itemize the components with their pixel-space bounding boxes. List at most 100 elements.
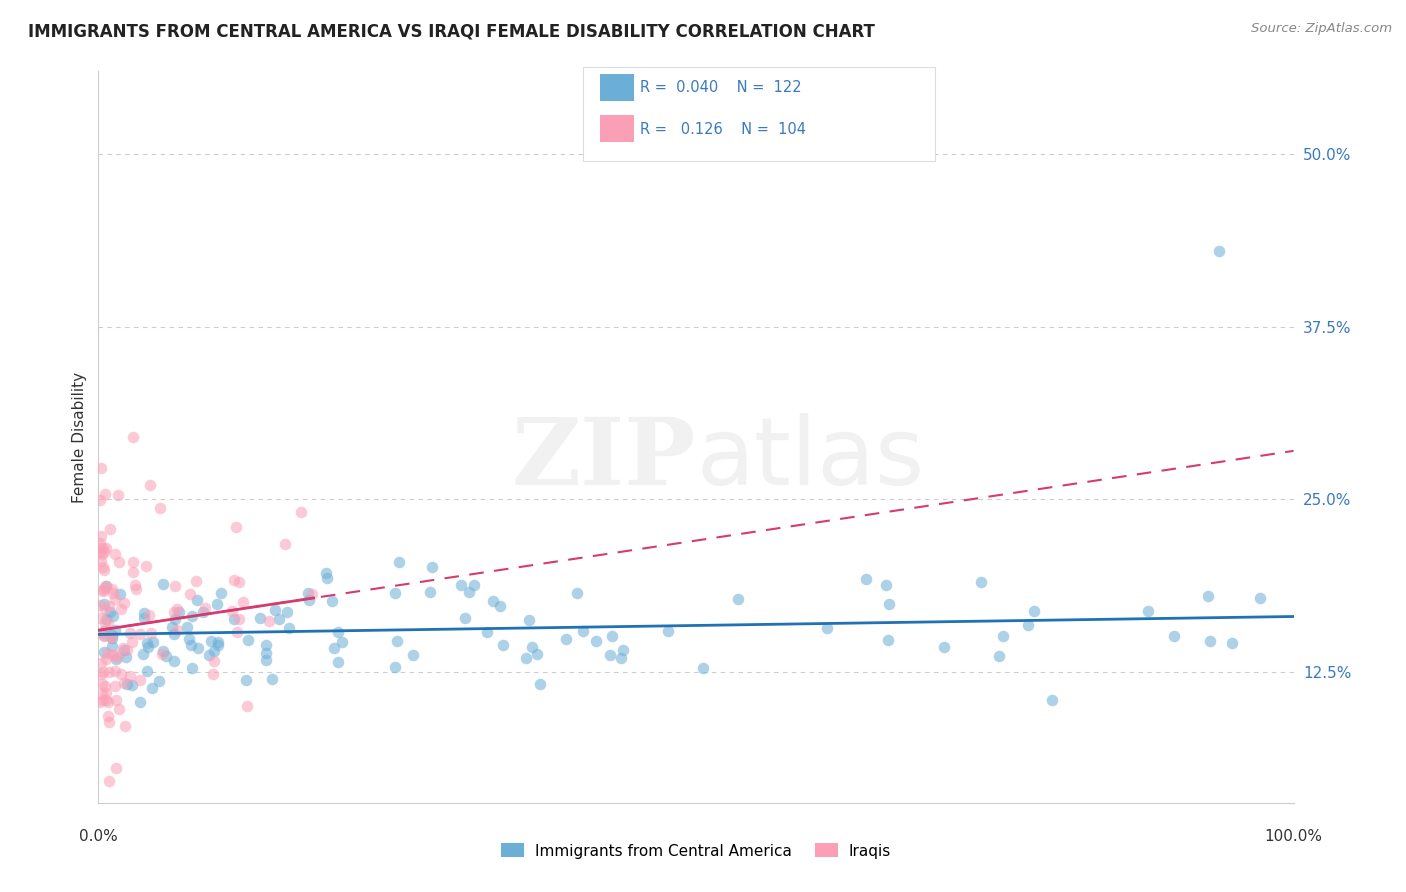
Point xyxy=(254,646,277,660)
Point xyxy=(89,695,111,709)
Point xyxy=(93,679,115,693)
Point xyxy=(122,555,145,569)
Point xyxy=(93,563,115,577)
Point xyxy=(138,478,160,492)
Point xyxy=(112,676,135,690)
Point xyxy=(322,641,344,656)
Point xyxy=(93,628,115,642)
Point xyxy=(89,535,111,549)
Point xyxy=(228,574,250,589)
Point xyxy=(93,545,115,559)
Text: R =   0.126    N =  104: R = 0.126 N = 104 xyxy=(640,122,806,136)
Point xyxy=(572,624,595,638)
Point xyxy=(488,599,510,613)
Point xyxy=(475,625,498,640)
Point xyxy=(101,609,124,624)
Point xyxy=(1220,636,1243,650)
Point xyxy=(93,665,115,680)
Point xyxy=(987,649,1010,664)
Point xyxy=(384,585,406,599)
Point xyxy=(129,626,152,640)
Point xyxy=(107,649,129,664)
Point xyxy=(94,692,117,706)
Point xyxy=(225,520,247,534)
Point xyxy=(169,605,191,619)
Point xyxy=(815,620,838,634)
Point xyxy=(277,621,299,635)
Point xyxy=(150,648,173,662)
Point xyxy=(90,677,112,691)
Point xyxy=(90,667,112,681)
Point xyxy=(225,625,247,640)
Point xyxy=(152,643,174,657)
Point xyxy=(249,611,271,625)
Point xyxy=(121,678,143,692)
Point xyxy=(877,632,900,647)
Point xyxy=(1249,591,1271,606)
Point xyxy=(1197,589,1219,603)
Point xyxy=(276,605,298,619)
Point xyxy=(149,501,172,516)
Point xyxy=(1022,604,1045,618)
Point xyxy=(163,655,186,669)
Point xyxy=(108,555,131,569)
Point xyxy=(135,558,157,573)
Point xyxy=(235,699,257,714)
Point xyxy=(108,587,131,601)
Point xyxy=(148,674,170,689)
Point xyxy=(330,635,353,649)
Point xyxy=(207,598,229,612)
Point xyxy=(264,603,287,617)
Text: 100.0%: 100.0% xyxy=(1264,830,1323,845)
Point xyxy=(94,616,117,631)
Point xyxy=(515,650,537,665)
Point xyxy=(91,584,114,599)
Point xyxy=(155,649,177,664)
Point xyxy=(257,614,280,628)
Point xyxy=(90,554,112,568)
Y-axis label: Female Disability: Female Disability xyxy=(72,371,87,503)
Point xyxy=(385,634,408,648)
Point xyxy=(384,660,406,674)
Point xyxy=(1137,603,1160,617)
Point xyxy=(207,634,229,648)
Point xyxy=(101,582,124,596)
Point xyxy=(202,666,225,681)
Point xyxy=(104,648,127,662)
Point xyxy=(315,566,337,580)
Point xyxy=(609,650,631,665)
Point xyxy=(112,643,135,657)
Point xyxy=(121,430,143,444)
Point xyxy=(221,604,243,618)
Text: atlas: atlas xyxy=(696,413,924,505)
Point xyxy=(89,541,111,555)
Point xyxy=(600,628,623,642)
Point xyxy=(132,607,155,621)
Point xyxy=(96,646,118,660)
Point xyxy=(554,632,576,647)
Point xyxy=(657,624,679,638)
Point xyxy=(235,673,257,687)
Point xyxy=(321,594,343,608)
Point xyxy=(585,634,607,648)
Point xyxy=(1163,629,1185,643)
Point xyxy=(224,574,246,588)
Point xyxy=(193,605,215,619)
Point xyxy=(152,577,174,591)
Point xyxy=(267,611,290,625)
Point xyxy=(481,594,503,608)
Text: Source: ZipAtlas.com: Source: ZipAtlas.com xyxy=(1251,22,1392,36)
Point xyxy=(101,586,124,600)
Point xyxy=(112,640,135,655)
Point xyxy=(198,648,221,662)
Point xyxy=(93,629,115,643)
Point xyxy=(104,664,127,678)
Point xyxy=(194,600,217,615)
Point xyxy=(855,573,877,587)
Point xyxy=(254,638,277,652)
Point xyxy=(120,625,142,640)
Point xyxy=(877,597,900,611)
Point xyxy=(301,587,323,601)
Point xyxy=(89,545,111,559)
Point xyxy=(94,579,117,593)
